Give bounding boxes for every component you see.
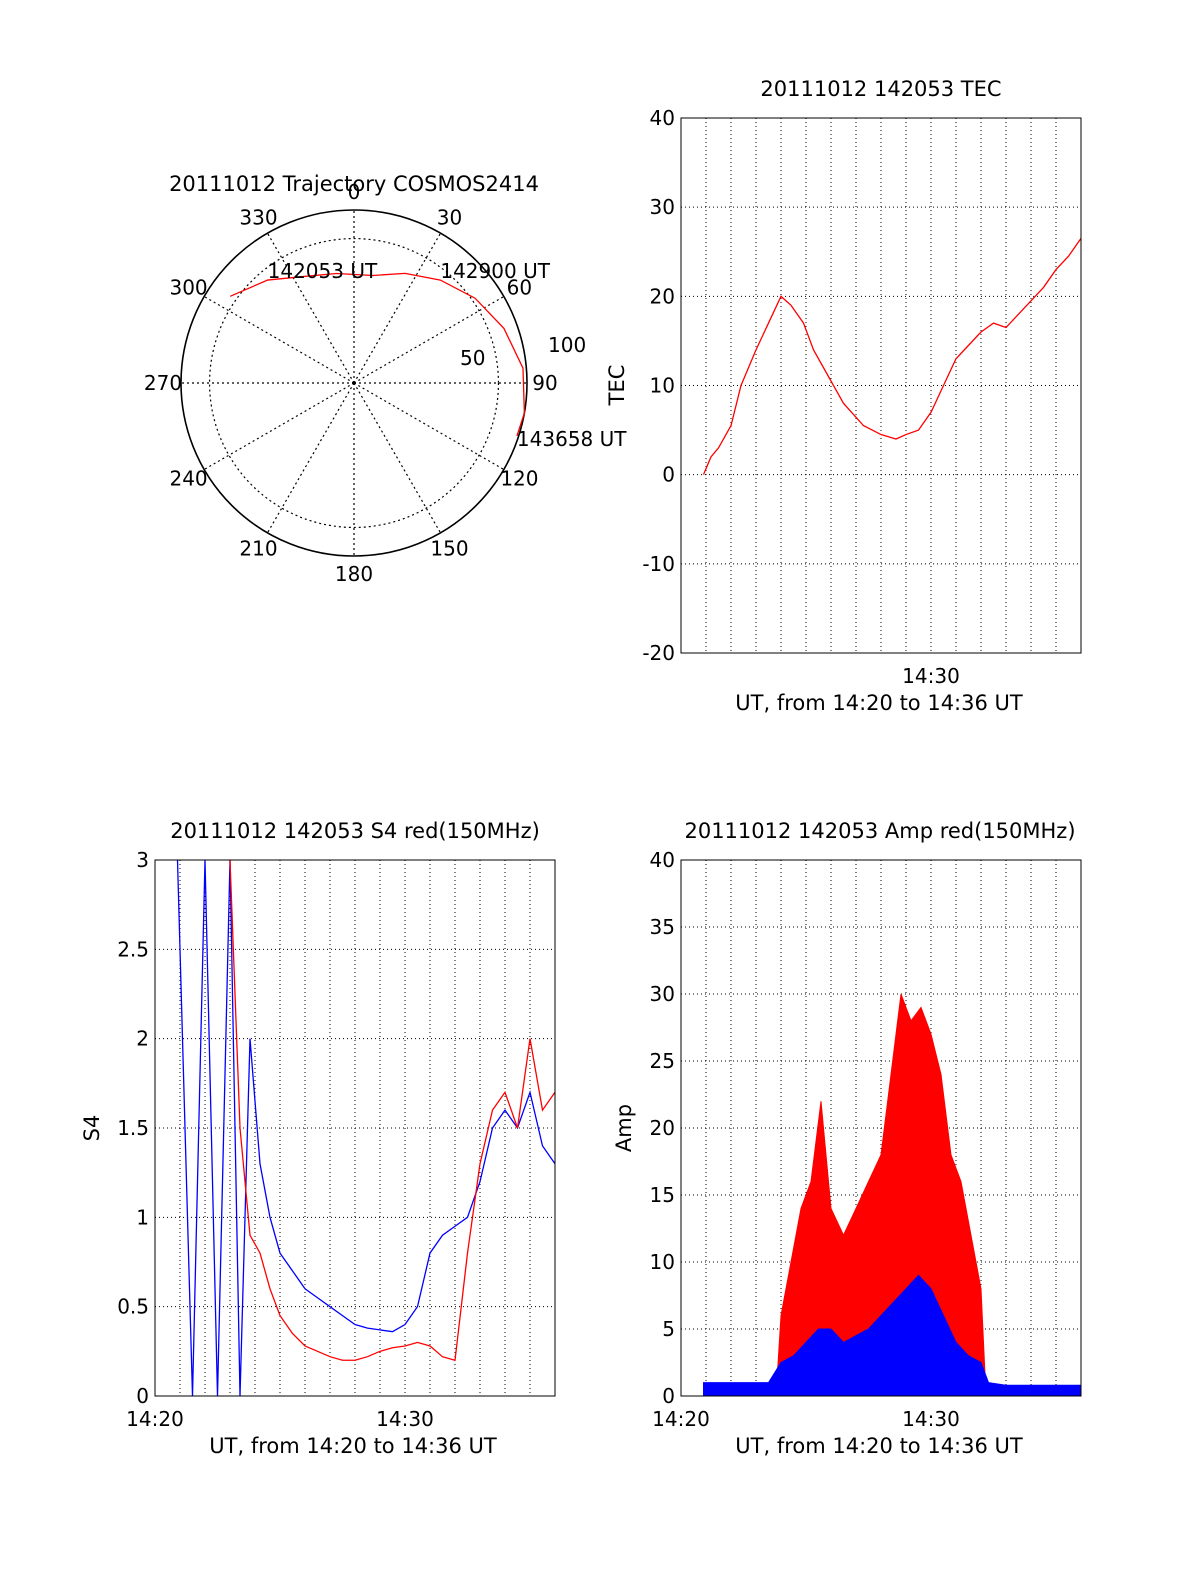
polar-spoke — [353, 382, 442, 534]
amp-xtick-label: 14:20 — [652, 1407, 710, 1431]
tec-ytick-label: 20 — [650, 284, 675, 308]
tec-ytick-label: 0 — [662, 463, 675, 487]
polar-title: 20111012 Trajectory COSMOS2414 — [169, 172, 539, 196]
tec-ytick-label: 10 — [650, 374, 675, 398]
s4-ylabel: S4 — [80, 1115, 104, 1142]
polar-azimuth-label: 330 — [239, 206, 277, 230]
amp-ytick-label: 40 — [650, 848, 675, 872]
s4-xlabel: UT, from 14:20 to 14:36 UT — [209, 1434, 497, 1458]
s4-xtick-label: 14:30 — [376, 1407, 434, 1431]
amp-ytick-label: 10 — [650, 1250, 675, 1274]
polar-panel: 20111012 Trajectory COSMOS2414 0 30 60 90 12… — [144, 172, 627, 586]
polar-grid — [181, 210, 527, 556]
tec-xtick-label: 14:30 — [902, 664, 960, 688]
polar-spoke — [203, 295, 355, 384]
polar-spoke — [353, 232, 442, 384]
s4-ytick-label: 1.5 — [117, 1116, 149, 1140]
amp-ytick-label: 25 — [650, 1049, 675, 1073]
s4-ytick-label: 1 — [136, 1205, 149, 1229]
s4-grid — [155, 860, 555, 1396]
tec-title: 20111012 142053 TEC — [760, 77, 1001, 101]
amp-ytick-label: 35 — [650, 915, 675, 939]
polar-azimuth-label: 240 — [169, 467, 207, 491]
polar-ring-label-50: 50 — [460, 346, 485, 370]
polar-azimuth-label: 0 — [348, 180, 361, 204]
s4-ticks: 0 0.5 1 1.5 2 2.5 3 14:20 14:30 — [117, 848, 434, 1431]
polar-time-annotation: 142900 UT — [440, 259, 550, 283]
s4-series — [176, 859, 556, 1397]
amp-ytick-label: 0 — [662, 1384, 675, 1408]
tec-frame — [680, 117, 1082, 654]
polar-azimuth-label: 180 — [335, 562, 373, 586]
s4-ytick-label: 2.5 — [117, 937, 149, 961]
tec-panel: 20111012 142053 TEC -20 -10 0 10 20 30 40 14:30… — [605, 77, 1082, 715]
s4-series-line-1 — [229, 859, 556, 1362]
tec-series-line-0 — [702, 238, 1082, 475]
s4-frame — [154, 859, 556, 1397]
polar-spoke — [353, 295, 505, 384]
polar-trajectory-line — [229, 272, 526, 437]
amp-frame — [680, 859, 1082, 1397]
polar-spoke — [266, 382, 355, 534]
s4-ytick-label: 0 — [136, 1384, 149, 1408]
tec-ytick-label: -20 — [642, 641, 675, 665]
amp-ytick-label: 15 — [650, 1183, 675, 1207]
polar-ring — [208, 237, 500, 529]
polar-spoke — [266, 232, 355, 384]
tec-xlabel: UT, from 14:20 to 14:36 UT — [735, 691, 1023, 715]
tec-grid — [681, 118, 1081, 653]
polar-spoke — [203, 382, 355, 471]
polar-series — [229, 272, 526, 437]
amp-series — [703, 993, 1082, 1397]
tec-ticks: -20 -10 0 10 20 30 40 14:30 — [642, 106, 959, 688]
amp-ytick-label: 20 — [650, 1116, 675, 1140]
amp-ticks: 0 5 10 15 20 25 30 35 40 14:20 14:30 — [650, 848, 960, 1431]
amp-xtick-label: 14:30 — [902, 1407, 960, 1431]
polar-ring-label-100: 100 — [548, 333, 586, 357]
polar-azimuth-label: 30 — [437, 206, 462, 230]
amp-ytick-label: 5 — [662, 1317, 675, 1341]
tec-ylabel: TEC — [605, 365, 629, 407]
amp-panel: 20111012 142053 Amp red(150MHz) 0 5 10 15 20… — [612, 819, 1082, 1458]
polar-annotations: 142053 UT 142900 UT 143658 UT — [268, 259, 628, 451]
polar-azimuth-label: 60 — [507, 276, 532, 300]
s4-title: 20111012 142053 S4 red(150MHz) — [170, 819, 540, 843]
amp-ylabel: Amp — [612, 1104, 636, 1152]
amp-series-area-1 — [703, 1274, 1082, 1397]
polar-time-annotation: 143658 UT — [517, 427, 627, 451]
s4-series-line-0 — [176, 859, 556, 1397]
amp-ytick-label: 30 — [650, 982, 675, 1006]
tec-ytick-label: 40 — [650, 106, 675, 130]
s4-ytick-label: 0.5 — [117, 1295, 149, 1319]
polar-azimuth-label: 300 — [169, 276, 207, 300]
polar-outer-circle — [180, 209, 528, 557]
polar-azimuth-label: 90 — [532, 371, 557, 395]
amp-xlabel: UT, from 14:20 to 14:36 UT — [735, 1434, 1023, 1458]
s4-ytick-label: 3 — [136, 848, 149, 872]
amp-title: 20111012 142053 Amp red(150MHz) — [684, 819, 1075, 843]
polar-spoke — [353, 382, 505, 471]
polar-azimuth-label: 120 — [500, 467, 538, 491]
polar-azimuth-label: 270 — [144, 371, 182, 395]
s4-xtick-label: 14:20 — [126, 1407, 184, 1431]
polar-time-annotation: 142053 UT — [268, 259, 378, 283]
s4-panel: 20111012 142053 S4 red(150MHz) 0 0.5 1 1.5 2… — [80, 819, 556, 1458]
polar-azimuth-label: 150 — [430, 536, 468, 560]
tec-ytick-label: -10 — [642, 552, 675, 576]
tec-series — [702, 238, 1082, 475]
polar-azimuth-label: 210 — [239, 536, 277, 560]
polar-azimuth-labels: 0 30 60 90 120 150 180 210 240 270 300 330 — [144, 180, 558, 586]
s4-ytick-label: 2 — [136, 1027, 149, 1051]
tec-ytick-label: 30 — [650, 195, 675, 219]
